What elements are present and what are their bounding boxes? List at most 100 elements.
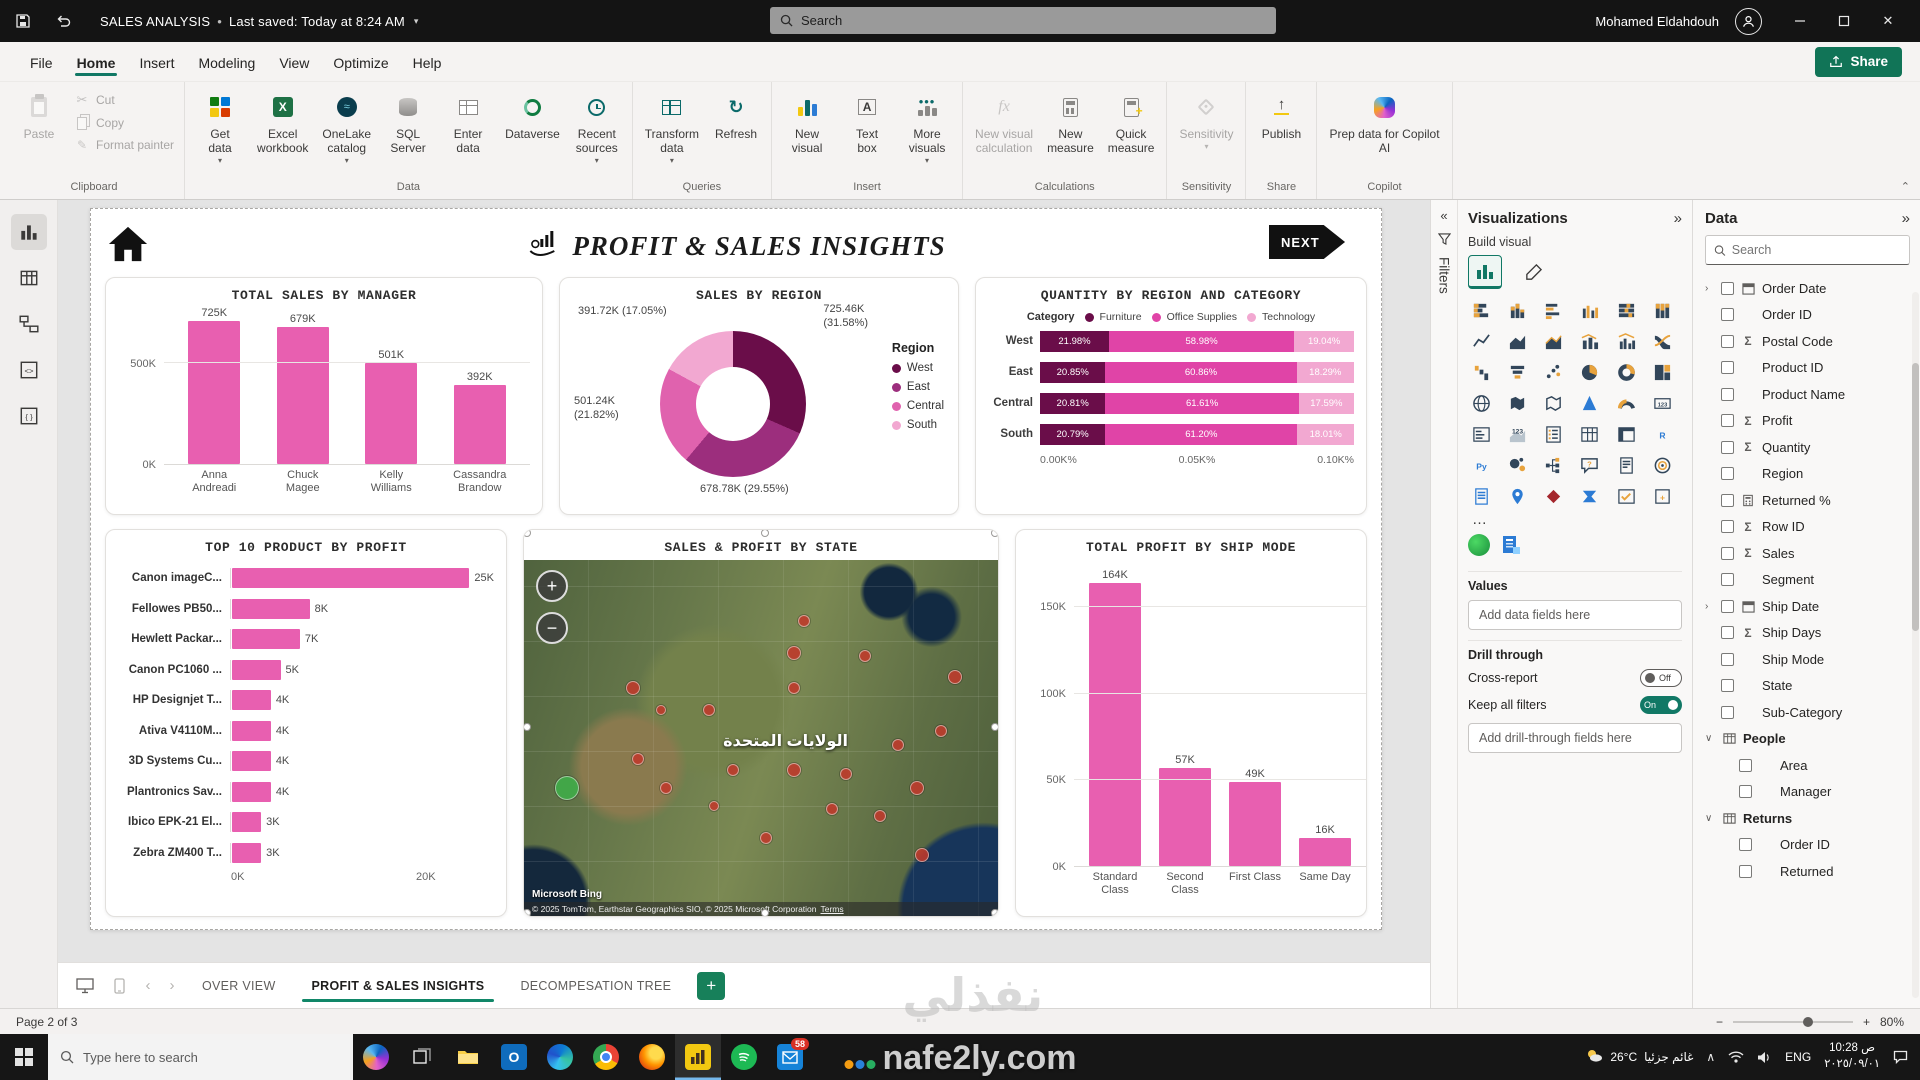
- map-bubble[interactable]: [554, 775, 579, 800]
- segment-office-supplies[interactable]: 61.61%: [1105, 392, 1299, 414]
- taskbar-app-mail[interactable]: 58: [767, 1034, 813, 1080]
- map-bubble[interactable]: [788, 682, 801, 695]
- field-sales[interactable]: Σ Sales: [1705, 540, 1910, 567]
- close-button[interactable]: ✕: [1882, 13, 1894, 28]
- menu-insert[interactable]: Insert: [139, 54, 175, 71]
- taskbar-app-outlook[interactable]: O: [491, 1034, 537, 1080]
- terms-link[interactable]: Terms: [820, 904, 844, 914]
- menu-modeling[interactable]: Modeling: [198, 54, 256, 71]
- selection-handle[interactable]: [991, 909, 998, 916]
- build-visual-tab[interactable]: [1468, 255, 1502, 289]
- python-visual-icon[interactable]: Py: [1468, 452, 1494, 478]
- visual-sales-profit-by-state[interactable]: SALES & PROFIT BY STATE + − الولايات الم…: [523, 529, 999, 917]
- segment-furniture[interactable]: 21.98%: [1040, 330, 1110, 352]
- visual-sales-by-region[interactable]: SALES BY REGION Region West East Central So…: [559, 277, 959, 515]
- hbar-row-ativa-v4110m[interactable]: Ativa V4110M... 4K: [118, 716, 494, 747]
- next-button[interactable]: NEXT: [1269, 225, 1345, 259]
- ribbon-button-quick-measure[interactable]: + Quick measure: [1102, 86, 1161, 178]
- taskbar-app-task-view[interactable]: [399, 1034, 445, 1080]
- selection-handle[interactable]: [524, 723, 531, 731]
- field-row-id[interactable]: Σ Row ID: [1705, 514, 1910, 541]
- ribbon-button-format-painter[interactable]: ✎ Format painter: [70, 136, 178, 154]
- ribbon-chart-icon[interactable]: [1650, 328, 1676, 354]
- field-checkbox[interactable]: [1721, 308, 1734, 322]
- field-checkbox[interactable]: [1721, 440, 1734, 454]
- collapse-data-panel-icon[interactable]: »: [1901, 210, 1910, 227]
- stacked-column-chart-icon[interactable]: [1504, 297, 1530, 323]
- legend-item-east[interactable]: East: [891, 381, 944, 393]
- line-and-stacked-column-chart-icon[interactable]: [1577, 328, 1603, 354]
- avatar[interactable]: [1735, 7, 1762, 35]
- selection-handle[interactable]: [524, 530, 531, 537]
- segment-office-supplies[interactable]: 61.20%: [1105, 423, 1298, 445]
- map-visual[interactable]: + − الولايات المتحدة Microsoft Bing © 20…: [524, 560, 998, 916]
- page-tab-over-view[interactable]: OVER VIEW: [202, 978, 276, 993]
- share-button[interactable]: Share: [1815, 46, 1902, 77]
- hbar-row-canon-imagec[interactable]: Canon imageC... 25K: [118, 563, 494, 594]
- field-checkbox[interactable]: [1721, 573, 1734, 587]
- menu-optimize[interactable]: Optimize: [333, 54, 389, 71]
- bar-chuck-magee[interactable]: 679K: [273, 307, 333, 464]
- map-bubble[interactable]: [859, 650, 872, 663]
- data-search-box[interactable]: [1705, 235, 1910, 265]
- selection-handle[interactable]: [761, 530, 769, 537]
- table-people[interactable]: ∨ People: [1705, 726, 1910, 753]
- segment-office-supplies[interactable]: 60.86%: [1105, 361, 1297, 383]
- shape-map-icon[interactable]: [1541, 390, 1567, 416]
- stacked-bar-chart-icon[interactable]: [1468, 297, 1494, 323]
- model-view-icon[interactable]: [11, 306, 47, 342]
- legend-item-technology[interactable]: Technology: [1247, 311, 1315, 323]
- ribbon-button-paste[interactable]: Paste: [10, 86, 68, 178]
- bar-cassandra-brandow[interactable]: 392K: [450, 307, 510, 464]
- zoom-in-icon[interactable]: +: [1862, 1014, 1870, 1029]
- map-bubble[interactable]: [631, 753, 644, 766]
- map-bubble[interactable]: [787, 645, 802, 660]
- legend-item-central[interactable]: Central: [891, 400, 944, 412]
- weather-widget[interactable]: 26°C غائم جزئيا: [1585, 1048, 1693, 1067]
- ribbon-button-text-box[interactable]: A Text box: [838, 86, 896, 178]
- azure-map-icon[interactable]: [1577, 390, 1603, 416]
- map-bubble[interactable]: [759, 831, 772, 844]
- field-order-id[interactable]: Order ID: [1705, 302, 1910, 329]
- map-bubble[interactable]: [910, 780, 925, 795]
- field-checkbox[interactable]: [1739, 785, 1752, 799]
- menu-file[interactable]: File: [30, 54, 53, 71]
- next-page-arrow[interactable]: ›: [169, 977, 175, 994]
- format-visual-tab[interactable]: [1516, 255, 1550, 289]
- undo-icon[interactable]: [50, 8, 76, 34]
- more-visual-options[interactable]: …: [1472, 511, 1489, 528]
- taskbar-app-chrome[interactable]: [583, 1034, 629, 1080]
- segment-office-supplies[interactable]: 58.98%: [1109, 330, 1295, 352]
- treemap-icon[interactable]: [1650, 359, 1676, 385]
- field-order-date[interactable]: › Order Date: [1705, 275, 1910, 302]
- ribbon-collapse-icon[interactable]: ⌃: [1900, 181, 1910, 193]
- taskbar-app-file-explorer[interactable]: [445, 1034, 491, 1080]
- visual-top-10-product-by-profit[interactable]: TOP 10 PRODUCT BY PROFIT Canon imageC...…: [105, 529, 507, 917]
- zoom-out-icon[interactable]: −: [1715, 1014, 1723, 1029]
- clustered-bar-chart-icon[interactable]: [1541, 297, 1567, 323]
- hbar-row-zebra-zm400-t[interactable]: Zebra ZM400 T... 3K: [118, 838, 494, 869]
- map-zoom-in-button[interactable]: +: [536, 570, 568, 602]
- ribbon-button-new-measure[interactable]: New measure: [1041, 86, 1100, 178]
- map-bubble[interactable]: [702, 703, 715, 716]
- ribbon-button-onelake-catalog[interactable]: ≈ OneLake catalog ▾: [316, 86, 377, 178]
- ribbon-button-dataverse[interactable]: Dataverse: [499, 86, 566, 178]
- key-influencers-icon[interactable]: [1504, 452, 1530, 478]
- ribbon-button-get-data[interactable]: Get data ▾: [191, 86, 249, 178]
- user-name[interactable]: Mohamed Eldahdouh: [1595, 13, 1719, 29]
- ribbon-button-more-visuals[interactable]: ••• More visuals ▾: [908, 94, 946, 166]
- area-chart-icon[interactable]: [1504, 328, 1530, 354]
- data-panel-scrollbar[interactable]: [1912, 292, 1919, 998]
- page-tab-decompesation-tree[interactable]: DECOMPESATION TREE: [520, 978, 672, 993]
- visual-total-sales-by-manager[interactable]: TOTAL SALES BY MANAGER 500K 0K 725K 679K 50…: [105, 277, 543, 515]
- map-bubble[interactable]: [915, 848, 930, 863]
- field-checkbox[interactable]: [1721, 652, 1734, 666]
- stacked-row-central[interactable]: Central 20.81% 61.61% 17.59%: [988, 391, 1354, 415]
- paginated-report-icon[interactable]: [1500, 534, 1522, 561]
- taskbar-app-spotify[interactable]: [721, 1034, 767, 1080]
- field-checkbox[interactable]: [1721, 467, 1734, 481]
- scorecard-icon[interactable]: [1613, 483, 1639, 509]
- selection-handle[interactable]: [991, 530, 998, 537]
- segment-furniture[interactable]: 20.81%: [1040, 392, 1106, 414]
- field-manager[interactable]: Manager: [1705, 779, 1910, 806]
